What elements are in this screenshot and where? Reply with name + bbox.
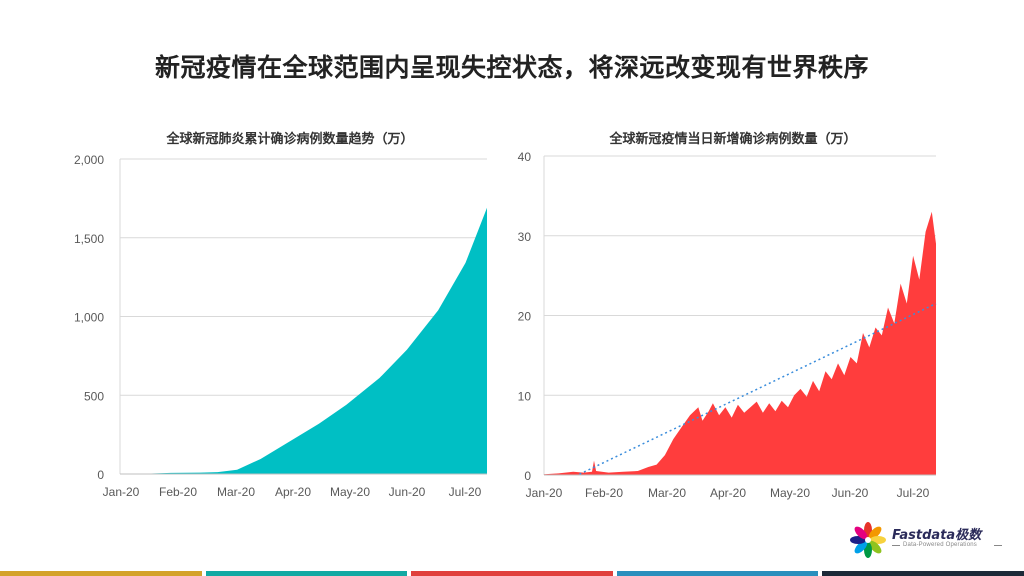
daily-y-tick-label: 0 [524, 469, 531, 483]
daily-trendline [579, 302, 937, 475]
daily-x-tick-label: Jul-20 [897, 486, 930, 500]
daily-area-series [544, 211, 936, 476]
daily-x-tick-label: Jan-20 [526, 486, 563, 500]
cumulative-x-tick-label: Mar-20 [217, 485, 255, 499]
bottom-bar-segment [205, 571, 408, 576]
flower-logo-icon [850, 522, 886, 558]
cumulative-y-tick-label: 2,000 [74, 153, 104, 167]
daily-x-tick-label: May-20 [770, 486, 810, 500]
cumulative-y-tick-label: 1,500 [74, 232, 104, 246]
cumulative-x-tick-label: Apr-20 [275, 485, 311, 499]
bottom-bar-segment [0, 571, 202, 576]
cumulative-x-tick-label: Feb-20 [159, 485, 197, 499]
daily-y-tick-label: 20 [518, 310, 532, 324]
bottom-bar-segment [616, 571, 819, 576]
logo-tagline: Data-Powered Operations [903, 542, 977, 548]
cumulative-x-tick-label: Jul-20 [449, 485, 482, 499]
bottom-bar-segment [822, 571, 1024, 576]
daily-chart-title: 全球新冠疫情当日新增确诊病例数量（万） [608, 131, 856, 147]
cumulative-y-tick-label: 500 [84, 389, 104, 403]
cumulative-chart-title: 全球新冠肺炎累计确诊病例数量趋势（万） [165, 131, 413, 147]
fastdata-logo: Fastdata极数 Data-Powered Operations [846, 520, 1006, 560]
cumulative-x-tick-label: Jun-20 [389, 485, 426, 499]
bottom-color-bar [0, 571, 1024, 576]
daily-x-tick-label: Apr-20 [710, 486, 746, 500]
cumulative-y-tick-label: 1,000 [74, 311, 104, 325]
daily-y-tick-label: 40 [518, 150, 532, 164]
daily-y-tick-label: 30 [518, 230, 532, 244]
logo-name: Fastdata极数 [892, 528, 982, 543]
cumulative-area-series [120, 207, 487, 475]
daily-x-tick-label: Feb-20 [585, 486, 623, 500]
cumulative-x-tick-label: Jan-20 [103, 485, 140, 499]
bottom-bar-segment [411, 571, 613, 576]
page-title: 新冠疫情在全球范围内呈现失控状态，将深远改变现有世界秩序 [154, 53, 869, 82]
cumulative-x-tick-label: May-20 [330, 485, 370, 499]
daily-y-tick-label: 10 [518, 389, 532, 403]
cumulative-y-tick-label: 0 [97, 468, 104, 482]
daily-x-tick-label: Mar-20 [648, 486, 686, 500]
daily-x-tick-label: Jun-20 [832, 486, 869, 500]
